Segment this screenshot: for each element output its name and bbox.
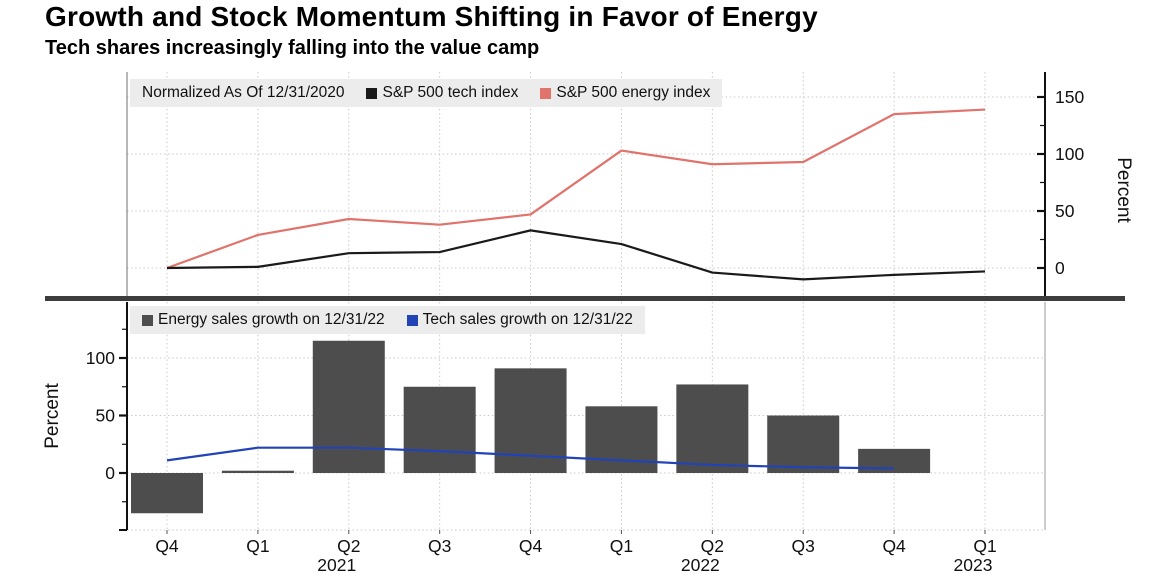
right-axis-tick-label: 100 — [1055, 144, 1084, 164]
x-tick-label: Q1 — [610, 536, 633, 556]
energy-sales-bars — [131, 340, 931, 514]
top-chart-legend: Normalized As Of 12/31/2020 S&P 500 tech… — [130, 79, 723, 107]
x-tick-label: Q1 — [246, 536, 269, 556]
legend-item-energy-sales: Energy sales growth on 12/31/22 — [142, 310, 385, 330]
legend-note: Normalized As Of 12/31/2020 — [142, 83, 344, 103]
bar-q1-2021 — [221, 470, 294, 473]
bar-q2-2021 — [312, 340, 385, 473]
tech-index-swatch-icon — [366, 87, 378, 99]
left-axis-title: Percent — [42, 383, 63, 449]
bar-q4-2020 — [131, 473, 203, 514]
bar-q3-2021 — [403, 386, 476, 473]
bar-q4-2022 — [858, 448, 931, 473]
x-year-label: 2022 — [681, 555, 720, 574]
legend-note-label: Normalized As Of 12/31/2020 — [142, 84, 345, 101]
bar-q2-2022 — [676, 384, 749, 473]
page-title: Growth and Stock Momentum Shifting in Fa… — [45, 1, 818, 32]
energy-sales-label: Energy sales growth on 12/31/22 — [158, 311, 385, 328]
x-year-label: 2023 — [954, 555, 993, 574]
x-tick-label: Q1 — [973, 536, 996, 556]
legend-item-tech-sales: Tech sales growth on 12/31/22 — [406, 310, 633, 330]
x-tick-label: Q4 — [519, 536, 543, 556]
bar-q1-2022 — [585, 406, 658, 473]
right-axis-tick-label: 0 — [1055, 258, 1065, 278]
bottom-chart-legend: Energy sales growth on 12/31/22 Tech sal… — [130, 306, 645, 334]
right-axis-title: Percent — [1113, 157, 1134, 223]
energy-index-swatch-icon — [540, 87, 552, 99]
energy-index-line — [166, 108, 986, 270]
x-tick-label: Q4 — [882, 536, 906, 556]
tech-index-label: S&P 500 tech index — [382, 84, 519, 101]
tech-sales-swatch-icon — [406, 314, 418, 326]
tech-index-line — [166, 229, 986, 281]
x-tick-label: Q3 — [792, 536, 815, 556]
energy-index-label: S&P 500 energy index — [556, 84, 711, 101]
right-axis-tick-label: 150 — [1055, 87, 1084, 107]
left-axis-tick-label: 0 — [105, 463, 115, 483]
x-tick-label: Q3 — [428, 536, 451, 556]
tech-sales-line — [166, 446, 895, 470]
panel-divider — [45, 296, 1125, 301]
x-tick-label: Q2 — [337, 536, 360, 556]
tech-sales-label: Tech sales growth on 12/31/22 — [422, 311, 633, 328]
right-axis-tick-label: 50 — [1055, 201, 1075, 221]
x-tick-label: Q2 — [701, 536, 724, 556]
page-subtitle: Tech shares increasingly falling into th… — [45, 37, 540, 59]
x-tick-label: Q4 — [155, 536, 179, 556]
axes: 0 50 100 150 Percent 0 50 100 Percent — [42, 72, 1134, 531]
x-axis-labels: Q4 Q1 Q2 Q3 Q4 Q1 Q2 Q3 Q4 Q1 2021 2022 2023 — [155, 530, 997, 574]
x-year-label: 2021 — [317, 555, 356, 574]
legend-item-tech-index: S&P 500 tech index — [366, 83, 518, 103]
legend-item-energy-index: S&P 500 energy index — [540, 83, 710, 103]
energy-sales-swatch-icon — [142, 314, 153, 326]
bar-q3-2022 — [767, 415, 840, 473]
left-axis-tick-label: 50 — [96, 406, 116, 426]
left-axis-tick-label: 100 — [86, 348, 115, 368]
gridlines — [127, 72, 1045, 531]
